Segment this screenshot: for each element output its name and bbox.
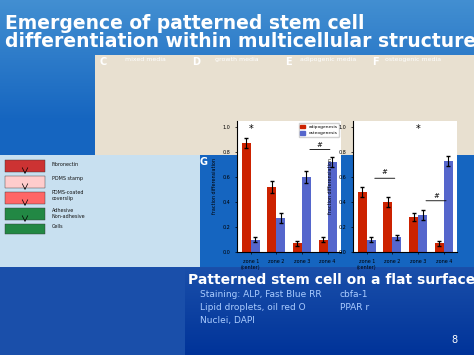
Text: Staining: ALP, Fast Blue RR: Staining: ALP, Fast Blue RR — [200, 290, 322, 299]
Bar — [0, 102, 474, 103]
Bar — [0, 50, 474, 51]
Text: I: I — [355, 157, 358, 167]
Text: Patterned stem cell on a flat surface: Patterned stem cell on a flat surface — [188, 273, 474, 287]
Bar — [0, 89, 474, 90]
Bar — [185, 285, 474, 286]
Bar — [0, 44, 474, 45]
Bar — [185, 297, 474, 298]
Bar — [185, 308, 474, 309]
Bar — [0, 81, 474, 82]
Bar — [319, 240, 328, 252]
Bar — [0, 45, 474, 46]
Bar — [0, 98, 474, 99]
Bar — [0, 85, 474, 86]
Bar — [5, 160, 45, 172]
Bar — [0, 22, 474, 23]
Text: *: * — [248, 124, 253, 134]
Bar — [0, 101, 474, 102]
Bar — [0, 38, 474, 39]
Bar — [0, 99, 474, 100]
Bar — [185, 327, 474, 328]
Bar — [0, 54, 474, 55]
Bar — [185, 334, 474, 335]
Bar — [185, 345, 474, 346]
Bar — [0, 46, 474, 47]
Bar — [0, 97, 474, 98]
Bar — [0, 56, 474, 57]
Bar — [185, 288, 474, 289]
Bar — [185, 267, 474, 268]
Bar — [0, 60, 474, 61]
Text: mixed media: mixed media — [125, 57, 166, 62]
Bar — [0, 108, 474, 109]
Bar — [185, 269, 474, 270]
Bar — [251, 240, 260, 252]
Bar — [392, 237, 401, 252]
Bar — [0, 48, 474, 49]
Bar — [0, 115, 474, 116]
Text: Adhesive
Non-adhesive: Adhesive Non-adhesive — [52, 208, 86, 219]
Bar — [0, 72, 474, 73]
Bar — [0, 16, 474, 17]
Text: H: H — [240, 157, 248, 167]
Bar — [185, 330, 474, 331]
Bar — [185, 339, 474, 340]
Text: Nuclei, DAPI: Nuclei, DAPI — [200, 316, 255, 325]
Bar — [185, 307, 474, 308]
Bar — [0, 34, 474, 35]
Legend: adipogenesis, osteogenesis: adipogenesis, osteogenesis — [299, 123, 339, 137]
Bar — [185, 321, 474, 322]
Bar — [185, 325, 474, 326]
Bar — [185, 293, 474, 294]
Bar — [0, 59, 474, 60]
Bar — [185, 331, 474, 332]
Bar — [0, 33, 474, 34]
Bar — [185, 311, 474, 312]
Bar — [0, 73, 474, 74]
Bar — [0, 1, 474, 2]
Bar — [185, 354, 474, 355]
Bar — [0, 71, 474, 72]
Text: *: * — [416, 124, 420, 134]
Bar — [0, 90, 474, 91]
Text: differentiation within multicellular structures: differentiation within multicellular str… — [5, 32, 474, 51]
Bar — [185, 337, 474, 338]
Bar — [185, 303, 474, 304]
Bar — [185, 315, 474, 316]
Bar — [185, 335, 474, 336]
Bar — [185, 310, 474, 311]
Bar — [0, 84, 474, 85]
Bar — [185, 305, 474, 306]
Bar — [185, 283, 474, 284]
Bar — [267, 187, 276, 252]
Bar — [185, 324, 474, 325]
Bar — [0, 113, 474, 114]
Text: E: E — [285, 57, 292, 67]
Bar — [5, 176, 45, 188]
Bar — [185, 340, 474, 341]
Text: Lipid droplets, oil red O: Lipid droplets, oil red O — [200, 303, 306, 312]
Text: Cells: Cells — [52, 224, 64, 229]
Bar — [0, 11, 474, 12]
Bar — [185, 344, 474, 345]
Bar — [0, 9, 474, 10]
Bar — [0, 91, 474, 92]
Bar — [0, 69, 474, 70]
Bar — [0, 25, 474, 26]
Bar — [0, 74, 474, 75]
Bar — [435, 243, 444, 252]
Bar — [0, 41, 474, 42]
Bar — [185, 302, 474, 303]
Bar — [0, 49, 474, 50]
Bar — [185, 349, 474, 350]
Bar — [0, 28, 474, 29]
Bar — [185, 351, 474, 352]
Bar — [0, 109, 474, 110]
Bar — [185, 309, 474, 310]
Bar — [185, 290, 474, 291]
Bar — [0, 80, 474, 81]
Bar — [185, 281, 474, 282]
Text: #: # — [317, 142, 323, 148]
Bar — [0, 26, 474, 27]
